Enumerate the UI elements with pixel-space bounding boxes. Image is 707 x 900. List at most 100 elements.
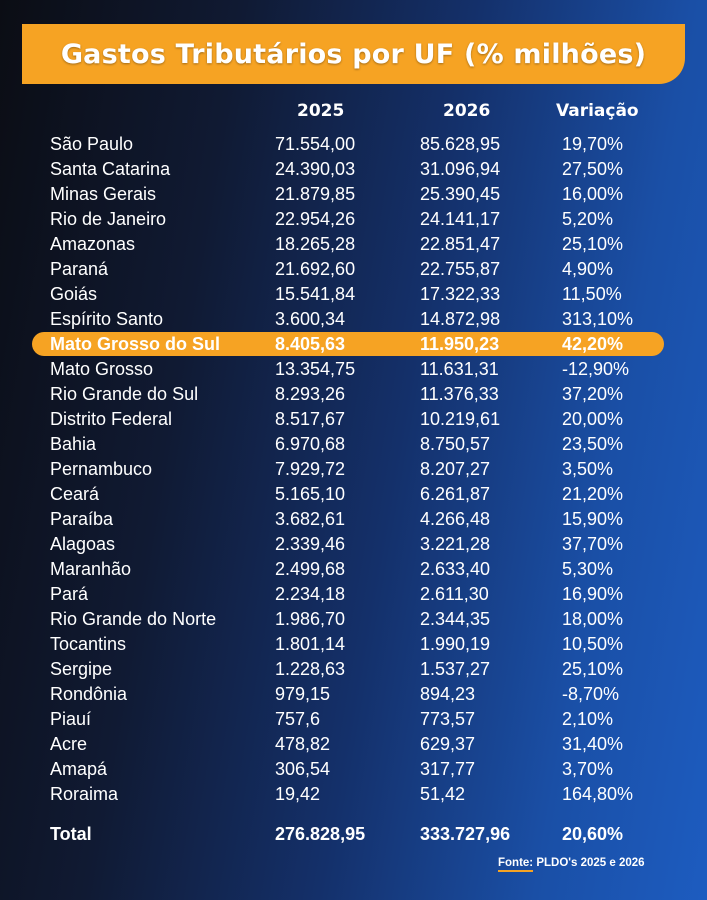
table-row: Piauí 757,6 773,57 2,10% [0,707,707,732]
uf-cell: Goiás [50,284,98,304]
variacao-cell: 3,70% [562,759,614,779]
value-2025-cell: 8.405,63 [275,334,346,354]
value-2025-cell: 21.692,60 [275,259,356,279]
value-2025-cell: 2.339,46 [275,534,346,554]
column-header-variacao: Variação [556,101,639,121]
value-2025-cell: 24.390,03 [275,159,356,179]
value-2026-cell: 1.990,19 [420,634,491,654]
value-2025-cell: 306,54 [275,759,331,779]
uf-cell: Minas Gerais [50,184,157,204]
variacao-cell: 313,10% [562,309,634,329]
variacao-cell: 31,40% [562,734,624,754]
value-2025-cell: 979,15 [275,684,331,704]
variacao-cell: 16,90% [562,584,624,604]
table-row: Sergipe 1.228,63 1.537,27 25,10% [0,657,707,682]
variacao-cell: 21,20% [562,484,624,504]
source-label: Fonte: [498,857,534,872]
uf-cell: Amazonas [50,234,136,254]
total-label: Total [50,824,92,844]
variacao-cell: 5,30% [562,559,614,579]
value-2026-cell: 2.344,35 [420,609,491,629]
variacao-cell: 10,50% [562,634,624,654]
value-2026-cell: 2.611,30 [420,584,489,604]
table-row: Rio de Janeiro 22.954,26 24.141,17 5,20% [0,207,707,232]
value-2025-cell: 2.234,18 [275,584,346,604]
value-2025-cell: 5.165,10 [275,484,346,504]
variacao-cell: 16,00% [562,184,624,204]
uf-cell: Maranhão [50,559,132,579]
source-text: PLDO's 2025 e 2026 [533,857,645,869]
variacao-cell: 37,20% [562,384,624,404]
value-2025-cell: 1.228,63 [275,659,346,679]
variacao-cell: -8,70% [562,684,620,704]
table-row: Rio Grande do Sul 8.293,26 11.376,33 37,20% [0,382,707,407]
value-2026-cell: 51,42 [420,784,466,804]
variacao-cell: 27,50% [562,159,624,179]
variacao-cell: 18,00% [562,609,624,629]
uf-cell: Alagoas [50,534,116,554]
uf-cell: Paraíba [50,509,114,529]
uf-cell: São Paulo [50,134,134,154]
variacao-cell: 23,50% [562,434,624,454]
uf-cell: Amapá [50,759,108,779]
table-row: Pernambuco 7.929,72 8.207,27 3,50% [0,457,707,482]
uf-cell: Ceará [50,484,100,504]
value-2026-cell: 1.537,27 [420,659,491,679]
value-2026-cell: 317,77 [420,759,476,779]
total-row: Total 276.828,95 333.727,96 20,60% [0,821,707,847]
value-2026-cell: 11.376,33 [420,384,499,404]
title-banner: Gastos Tributários por UF (% milhões) [22,24,685,84]
table-row: Paraná 21.692,60 22.755,87 4,90% [0,257,707,282]
table-row: Paraíba 3.682,61 4.266,48 15,90% [0,507,707,532]
table-row: Minas Gerais 21.879,85 25.390,45 16,00% [0,182,707,207]
value-2025-cell: 6.970,68 [275,434,346,454]
uf-cell: Rondônia [50,684,128,704]
uf-cell: Rio Grande do Sul [50,384,199,404]
value-2025-cell: 19,42 [275,784,321,804]
value-2025-cell: 8.293,26 [275,384,346,404]
table-row: Bahia 6.970,68 8.750,57 23,50% [0,432,707,457]
table-row-highlighted: Mato Grosso do Sul 8.405,63 11.950,23 42,20… [0,332,707,357]
table-row: Amazonas 18.265,28 22.851,47 25,10% [0,232,707,257]
value-2026-cell: 17.322,33 [420,284,501,304]
uf-cell: Acre [50,734,88,754]
table-row: Tocantins 1.801,14 1.990,19 10,50% [0,632,707,657]
source-note: Fonte: PLDO's 2025 e 2026 [498,857,645,872]
value-2026-cell: 24.141,17 [420,209,501,229]
uf-cell: Tocantins [50,634,127,654]
variacao-cell: 15,90% [562,509,624,529]
value-2025-cell: 3.600,34 [275,309,346,329]
table-row: Roraima 19,42 51,42 164,80% [0,782,707,807]
uf-cell: Roraima [50,784,119,804]
value-2025-cell: 21.879,85 [275,184,356,204]
value-2026-cell: 894,23 [420,684,476,704]
variacao-cell: 3,50% [562,459,614,479]
value-2025-cell: 22.954,26 [275,209,356,229]
value-2026-cell: 6.261,87 [420,484,491,504]
table-row: Rondônia 979,15 894,23 -8,70% [0,682,707,707]
table-row: Amapá 306,54 317,77 3,70% [0,757,707,782]
table-row: Pará 2.234,18 2.611,30 16,90% [0,582,707,607]
value-2025-cell: 757,6 [275,709,321,729]
uf-cell: Mato Grosso [50,359,154,379]
value-2026-cell: 25.390,45 [420,184,501,204]
value-2026-cell: 629,37 [420,734,476,754]
column-header-2026: 2026 [443,101,491,121]
value-2026-cell: 3.221,28 [420,534,491,554]
uf-cell: Paraná [50,259,109,279]
total-2025: 276.828,95 [275,824,366,844]
variacao-cell: -12,90% [562,359,630,379]
table-row: Alagoas 2.339,46 3.221,28 37,70% [0,532,707,557]
value-2026-cell: 4.266,48 [420,509,491,529]
value-2025-cell: 7.929,72 [275,459,346,479]
uf-cell: Pará [50,584,89,604]
chart-title: Gastos Tributários por UF (% milhões) [60,38,647,70]
value-2025-cell: 1.986,70 [275,609,346,629]
table-row: Mato Grosso 13.354,75 11.631,31 -12,90% [0,357,707,382]
value-2026-cell: 8.750,57 [420,434,491,454]
value-2025-cell: 2.499,68 [275,559,346,579]
total-variacao: 20,60% [562,824,624,844]
uf-cell: Santa Catarina [50,159,171,179]
table-row: Ceará 5.165,10 6.261,87 21,20% [0,482,707,507]
value-2025-cell: 71.554,00 [275,134,356,154]
